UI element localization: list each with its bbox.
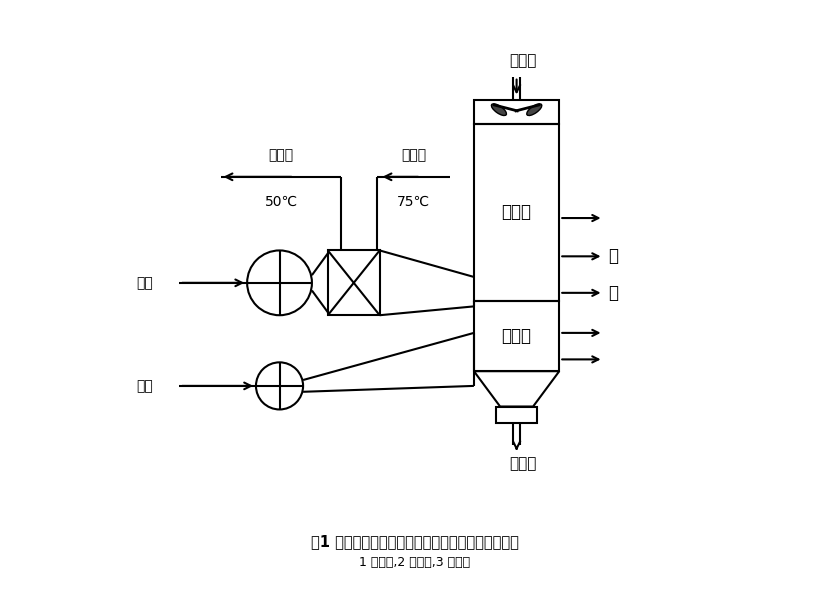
Text: 废: 废 — [608, 248, 618, 265]
Bar — [474, 100, 559, 124]
Text: 地热水: 地热水 — [268, 148, 294, 162]
Text: 1 鼓风机,2 加热器,3 干燥器: 1 鼓风机,2 加热器,3 干燥器 — [359, 556, 471, 569]
Bar — [496, 406, 537, 423]
Ellipse shape — [491, 104, 506, 115]
Text: 75℃: 75℃ — [397, 195, 430, 209]
Text: 冷却段: 冷却段 — [501, 327, 531, 345]
Text: 地热水: 地热水 — [401, 148, 426, 162]
Ellipse shape — [527, 104, 542, 115]
Bar — [474, 300, 559, 371]
Text: 图1 马其顿戈德坚地区地热大米干燥装置流程示意图: 图1 马其顿戈德坚地区地热大米干燥装置流程示意图 — [311, 534, 519, 549]
Text: 空气: 空气 — [136, 276, 153, 290]
Bar — [474, 124, 559, 300]
Text: 干大米: 干大米 — [509, 457, 536, 472]
Text: 湿大米: 湿大米 — [509, 53, 536, 68]
Text: 干燥段: 干燥段 — [501, 203, 531, 221]
Text: 空气: 空气 — [136, 379, 153, 393]
Bar — [328, 251, 379, 315]
Text: 50℃: 50℃ — [265, 195, 298, 209]
Text: 气: 气 — [608, 284, 618, 302]
